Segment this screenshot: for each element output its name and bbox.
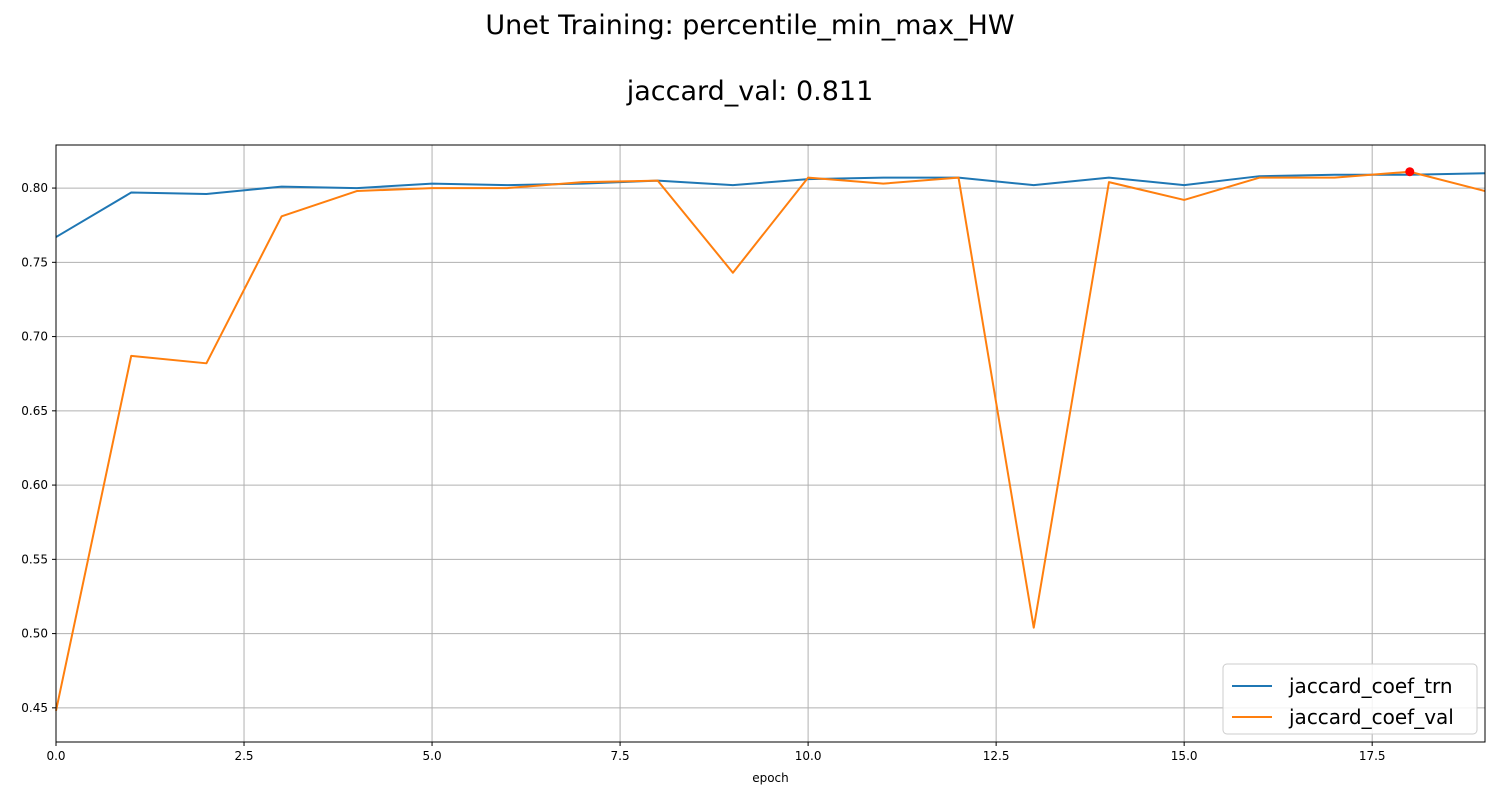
series-line-jaccard_coef_val	[55, 170, 1486, 712]
y-tick-label: 0.60	[21, 478, 48, 492]
x-tick-label: 15.0	[1171, 749, 1198, 763]
legend-label: jaccard_coef_val	[1288, 705, 1454, 729]
x-tick-label: 0.0	[46, 749, 65, 763]
x-tick-label: 10.0	[795, 749, 822, 763]
x-tick-label: 5.0	[423, 749, 442, 763]
y-tick-label: 0.65	[21, 404, 48, 418]
y-tick-label: 0.80	[21, 181, 48, 195]
y-axis-ticks: 0.45 0.50 0.55 0.60 0.65 0.70 0.75 0.80	[21, 181, 56, 715]
y-tick-label: 0.70	[21, 330, 48, 344]
series-lines	[55, 170, 1486, 712]
x-tick-label: 2.5	[234, 749, 253, 763]
grid-lines	[55, 145, 1485, 742]
x-axis-ticks: 0.0 2.5 5.0 7.5 10.0 12.5 15.0 17.5	[46, 742, 1386, 763]
x-tick-label: 17.5	[1359, 749, 1386, 763]
y-tick-label: 0.45	[21, 701, 48, 715]
chart-title: Unet Training: percentile_min_max_HW	[485, 10, 1015, 41]
x-tick-label: 7.5	[611, 749, 630, 763]
y-tick-label: 0.50	[21, 627, 48, 641]
legend: jaccard_coef_trn jaccard_coef_val	[1222, 663, 1478, 735]
best-val-point	[1405, 167, 1415, 177]
legend-label: jaccard_coef_trn	[1288, 674, 1453, 698]
y-tick-label: 0.75	[21, 255, 48, 269]
y-tick-label: 0.55	[21, 552, 48, 566]
x-axis-label: epoch	[752, 771, 789, 785]
x-tick-label: 12.5	[983, 749, 1010, 763]
legend-box	[1222, 663, 1478, 735]
plot-frame	[55, 144, 1486, 743]
series-line-jaccard_coef_trn	[55, 172, 1486, 238]
chart-subtitle: jaccard_val: 0.811	[626, 76, 874, 107]
best-point-layer	[1405, 167, 1415, 177]
